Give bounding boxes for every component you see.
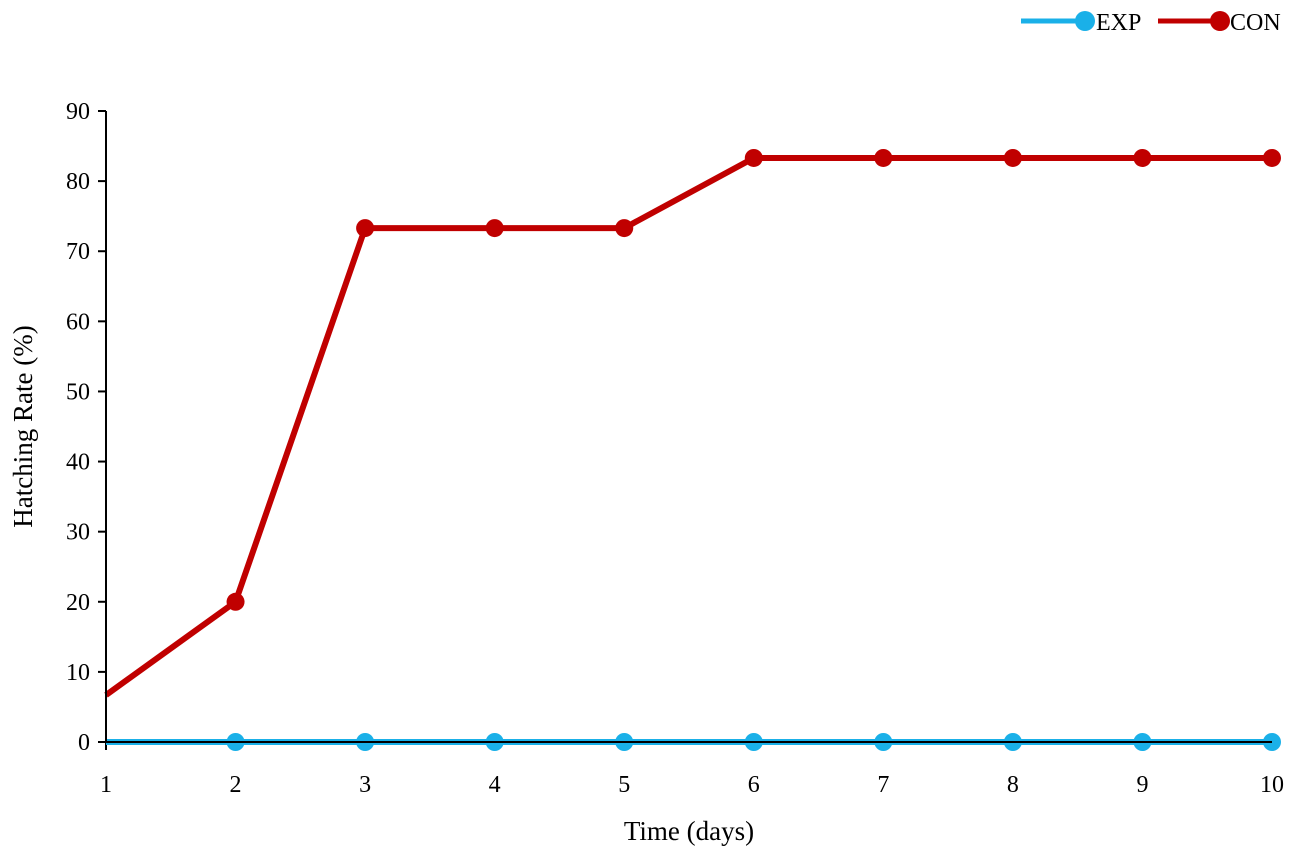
x-tick-label: 7	[877, 772, 889, 798]
legend-swatch-marker	[1210, 11, 1230, 31]
x-axis-ticks: 1 2 3 4 5 6 7 8 9 10	[100, 742, 1284, 798]
y-tick-label: 50	[66, 379, 90, 405]
y-axis-ticks: 0 10 20 30 40 50 60 70 80 90	[66, 99, 106, 756]
x-tick-label: 9	[1136, 772, 1148, 798]
series-layer	[104, 148, 1281, 751]
x-tick-label: 10	[1260, 772, 1284, 798]
data-point-con	[226, 592, 245, 611]
y-tick-label: 20	[66, 590, 90, 616]
data-point-con	[1263, 148, 1281, 167]
legend-label: CON	[1230, 10, 1281, 36]
y-tick-label: 80	[66, 169, 90, 195]
x-tick-label: 2	[230, 772, 242, 798]
y-tick-label: 30	[66, 520, 90, 546]
data-point-con	[1133, 148, 1152, 167]
data-point-con	[1003, 148, 1022, 167]
data-point-con	[356, 219, 375, 238]
x-tick-label: 1	[100, 772, 112, 798]
x-tick-label: 6	[748, 772, 760, 798]
y-tick-label: 90	[66, 99, 90, 125]
x-tick-label: 3	[359, 772, 371, 798]
legend-label: EXP	[1096, 10, 1141, 36]
x-axis-title: Time (days)	[624, 816, 754, 846]
x-tick-label: 8	[1007, 772, 1019, 798]
y-tick-label: 0	[78, 730, 90, 756]
y-tick-label: 60	[66, 309, 90, 335]
data-point-con	[874, 148, 893, 167]
y-tick-label: 40	[66, 450, 90, 476]
y-tick-label: 70	[66, 239, 90, 265]
data-point-con	[485, 219, 504, 238]
x-tick-label: 5	[618, 772, 630, 798]
series-con	[104, 148, 1281, 698]
y-axis-title: Hatching Rate (%)	[8, 325, 38, 527]
legend: EXP CON	[1021, 10, 1281, 36]
data-point-con	[744, 148, 763, 167]
y-tick-label: 10	[66, 660, 90, 686]
x-tick-label: 4	[489, 772, 501, 798]
legend-swatch-marker	[1075, 11, 1095, 31]
series-line-con	[104, 154, 1272, 698]
data-point-con	[615, 219, 634, 238]
